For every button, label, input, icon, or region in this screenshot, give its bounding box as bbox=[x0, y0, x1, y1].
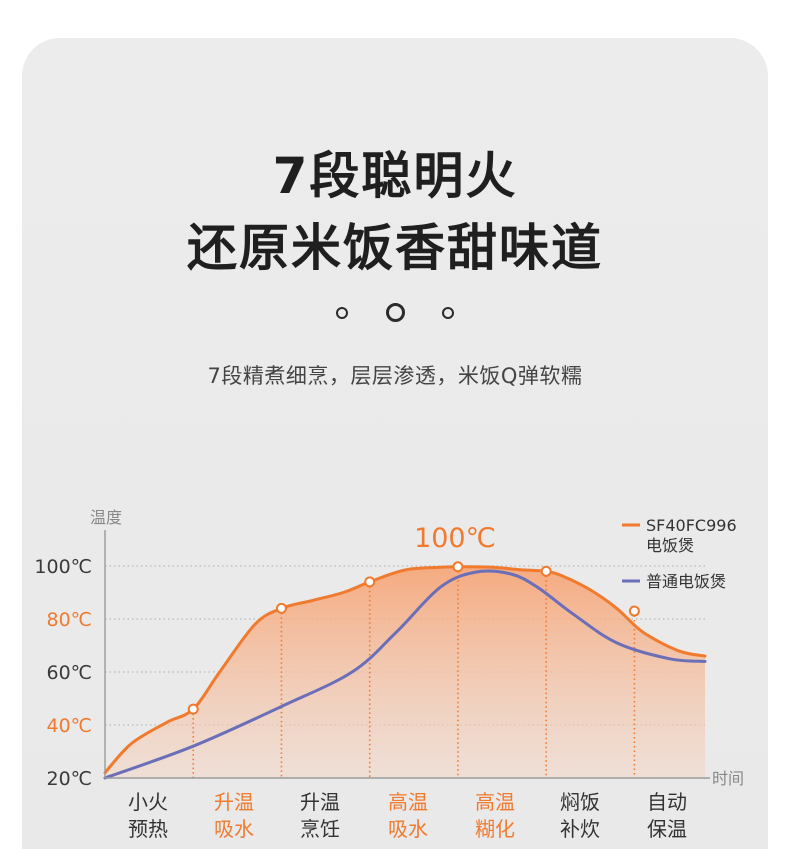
decorative-dots bbox=[0, 302, 790, 322]
stage-label: 烹饪 bbox=[300, 817, 340, 841]
legend-label: 普通电饭煲 bbox=[646, 572, 726, 591]
data-point bbox=[275, 602, 287, 614]
stage-label: 糊化 bbox=[475, 817, 515, 841]
y-tick-label: 40℃ bbox=[46, 715, 92, 737]
stage-label: 吸水 bbox=[214, 817, 254, 841]
x-axis-label: 时间 bbox=[712, 769, 744, 788]
series-line bbox=[103, 565, 707, 775]
page-subtitle-heading: 还原米饭香甜味道 bbox=[187, 219, 603, 277]
stage-label: 高温 bbox=[475, 790, 515, 814]
stage-label: 吸水 bbox=[388, 817, 428, 841]
stage-label: 高温 bbox=[388, 790, 428, 814]
stage-label: 升温 bbox=[214, 790, 254, 814]
legend-label: SF40FC996 bbox=[646, 516, 737, 535]
legend-label: 电饭煲 bbox=[646, 536, 694, 555]
y-tick-label: 60℃ bbox=[46, 662, 92, 684]
dot-icon bbox=[385, 303, 405, 322]
description-text: 7段精煮细烹，层层渗透，米饭Q弹软糯 bbox=[207, 364, 583, 388]
data-point bbox=[364, 576, 376, 588]
stage-label: 升温 bbox=[300, 790, 340, 814]
y-tick-label: 20℃ bbox=[46, 768, 92, 790]
series-line bbox=[103, 569, 707, 780]
data-point bbox=[452, 561, 464, 573]
stage-label: 预热 bbox=[128, 817, 168, 841]
stage-label: 自动 bbox=[647, 790, 687, 814]
y-tick-label: 100℃ bbox=[34, 556, 92, 578]
data-point bbox=[187, 703, 199, 715]
dot-icon bbox=[441, 306, 454, 319]
data-point bbox=[628, 605, 640, 617]
data-point bbox=[540, 565, 552, 577]
stage-label: 补炊 bbox=[560, 817, 600, 841]
peak-label: 100℃ bbox=[414, 523, 496, 554]
stage-label: 保温 bbox=[647, 817, 687, 841]
stage-label: 焖饭 bbox=[560, 790, 600, 814]
y-axis-label: 温度 bbox=[90, 508, 122, 527]
y-tick-label: 80℃ bbox=[46, 609, 92, 631]
dot-icon bbox=[336, 306, 349, 319]
series-area bbox=[105, 566, 705, 778]
stage-label: 小火 bbox=[128, 790, 168, 814]
page-title: 7段聪明火 bbox=[272, 147, 518, 205]
